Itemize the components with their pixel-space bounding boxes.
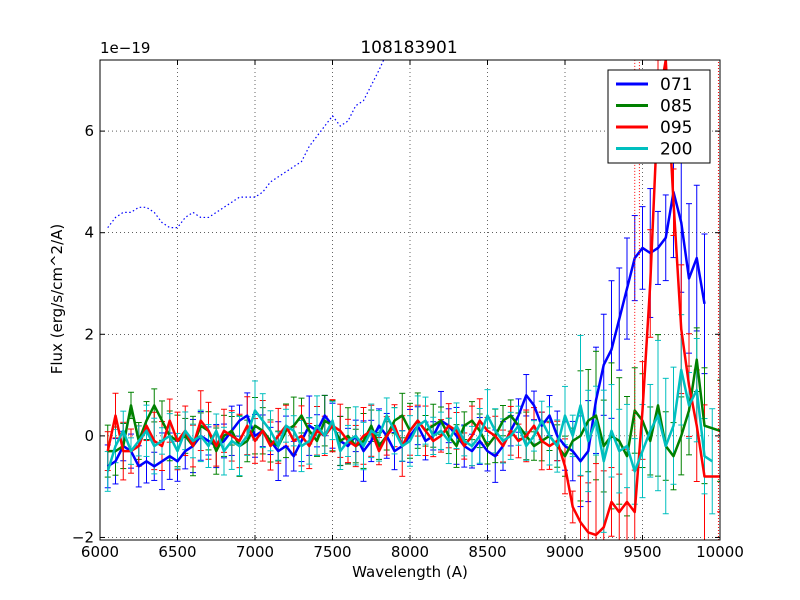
series-line-095 [106, 60, 720, 537]
y-axis-label: Flux (erg/s/cm^2/A) [48, 224, 66, 375]
x-tick-label-8: 10000 [696, 543, 744, 561]
y-tick-label-4: 6 [84, 122, 94, 140]
legend-label-200: 200 [660, 140, 692, 160]
x-tick-label-4: 8000 [391, 543, 429, 561]
chart-title: 108183901 [360, 38, 457, 58]
legend-label-071: 071 [660, 75, 692, 95]
x-tick-label-3: 7500 [313, 543, 351, 561]
x-tick-label-2: 7000 [236, 543, 274, 561]
x-tick-label-0: 6000 [81, 543, 119, 561]
legend-label-095: 095 [660, 118, 692, 138]
series-line-200 [106, 368, 713, 473]
extra-line-dotted-template [107, 60, 385, 229]
y-tick-label-0: −2 [72, 528, 94, 546]
x-tick-label-7: 9500 [623, 543, 661, 561]
y-tick-label-3: 4 [84, 224, 94, 242]
y-offset-text: 1e−19 [100, 39, 150, 57]
y-tick-label-1: 0 [84, 427, 94, 445]
x-tick-label-1: 6500 [158, 543, 196, 561]
y-tick-label-2: 2 [84, 325, 94, 343]
legend-label-085: 085 [660, 97, 692, 117]
x-axis-label: Wavelength (A) [352, 563, 468, 581]
x-tick-label-5: 8500 [468, 543, 506, 561]
x-tick-label-6: 9000 [546, 543, 584, 561]
